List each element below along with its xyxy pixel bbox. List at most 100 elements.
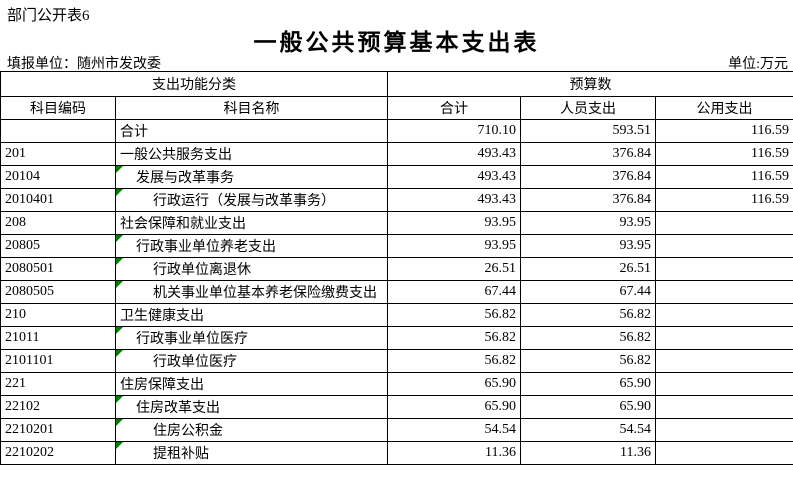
cell-subject-name: 行政事业单位养老支出 <box>115 234 388 258</box>
cell-personnel-expenditure: 26.51 <box>520 257 656 281</box>
page-title: 一般公共预算基本支出表 <box>253 30 540 55</box>
cell-total: 67.44 <box>387 280 521 304</box>
table-row: 2210201 住房公积金 54.54 54.54 <box>0 418 793 442</box>
cell-public-expenditure <box>654 349 793 373</box>
cell-subject-code: 201 <box>0 142 116 166</box>
group-header-function: 支出功能分类 <box>0 71 388 97</box>
table-row: 221 住房保障支出 65.90 65.90 <box>0 372 793 396</box>
cell-public-expenditure: 116.59 <box>654 165 793 189</box>
column-header-total: 合计 <box>387 96 521 120</box>
table-row: 21011 行政事业单位医疗 56.82 56.82 <box>0 326 793 350</box>
column-header-row: 科目编码 科目名称 合计 人员支出 公用支出 <box>0 96 793 120</box>
subject-name-text: 发展与改革事务 <box>136 171 234 186</box>
table-row: 合计 710.10 593.51 116.59 <box>0 119 793 143</box>
subject-name-text: 住房改革支出 <box>136 401 220 416</box>
subject-name-text: 一般公共服务支出 <box>120 148 232 163</box>
cell-public-expenditure <box>654 326 793 350</box>
cell-public-expenditure <box>654 257 793 281</box>
cell-total: 56.82 <box>387 349 521 373</box>
cell-subject-code: 2101101 <box>0 349 116 373</box>
cell-total: 93.95 <box>387 234 521 258</box>
cell-public-expenditure <box>654 211 793 235</box>
cell-subject-code: 2080501 <box>0 257 116 281</box>
cell-public-expenditure: 116.59 <box>654 188 793 212</box>
cell-public-expenditure <box>654 395 793 419</box>
cell-corner-marker-icon <box>116 258 123 265</box>
cell-subject-name: 合计 <box>115 119 388 143</box>
cell-corner-marker-icon <box>116 396 123 403</box>
cell-personnel-expenditure: 56.82 <box>520 326 656 350</box>
table-row: 2101101 行政单位医疗 56.82 56.82 <box>0 349 793 373</box>
cell-public-expenditure <box>654 441 793 465</box>
reporting-unit-label: 填报单位：随州市发改委 <box>7 57 161 72</box>
cell-personnel-expenditure: 65.90 <box>520 395 656 419</box>
cell-total: 710.10 <box>387 119 521 143</box>
cell-subject-code: 20805 <box>0 234 116 258</box>
cell-total: 54.54 <box>387 418 521 442</box>
cell-subject-name: 行政单位医疗 <box>115 349 388 373</box>
cell-personnel-expenditure: 376.84 <box>520 188 656 212</box>
cell-total: 56.82 <box>387 303 521 327</box>
table-row: 2210202 提租补贴 11.36 11.36 <box>0 441 793 465</box>
cell-total: 493.43 <box>387 142 521 166</box>
cell-personnel-expenditure: 65.90 <box>520 372 656 396</box>
cell-subject-name: 一般公共服务支出 <box>115 142 388 166</box>
table-row: 208 社会保障和就业支出 93.95 93.95 <box>0 211 793 235</box>
cell-public-expenditure <box>654 234 793 258</box>
cell-total: 93.95 <box>387 211 521 235</box>
cell-corner-marker-icon <box>116 442 123 449</box>
table-meta-row: 填报单位：随州市发改委 单位:万元 <box>7 53 788 73</box>
cell-subject-name: 机关事业单位基本养老保险缴费支出 <box>115 280 388 304</box>
cell-personnel-expenditure: 56.82 <box>520 303 656 327</box>
cell-subject-name: 卫生健康支出 <box>115 303 388 327</box>
document-label: 部门公开表6 <box>7 8 90 24</box>
cell-total: 26.51 <box>387 257 521 281</box>
cell-total: 65.90 <box>387 372 521 396</box>
table-row: 20104 发展与改革事务 493.43 376.84 116.59 <box>0 165 793 189</box>
cell-corner-marker-icon <box>116 166 123 173</box>
subject-name-text: 行政单位医疗 <box>153 355 237 370</box>
cell-subject-name: 住房公积金 <box>115 418 388 442</box>
cell-public-expenditure <box>654 418 793 442</box>
subject-name-text: 住房公积金 <box>153 424 223 439</box>
cell-subject-code: 22102 <box>0 395 116 419</box>
cell-public-expenditure: 116.59 <box>654 119 793 143</box>
column-header-public: 公用支出 <box>654 96 793 120</box>
cell-personnel-expenditure: 593.51 <box>520 119 656 143</box>
cell-public-expenditure <box>654 280 793 304</box>
cell-public-expenditure <box>654 372 793 396</box>
cell-public-expenditure: 116.59 <box>654 142 793 166</box>
subject-name-text: 住房保障支出 <box>120 378 204 393</box>
column-header-name: 科目名称 <box>115 96 388 120</box>
subject-name-text: 行政运行（发展与改革事务） <box>153 194 335 209</box>
table-row: 22102 住房改革支出 65.90 65.90 <box>0 395 793 419</box>
cell-public-expenditure <box>654 303 793 327</box>
cell-total: 493.43 <box>387 188 521 212</box>
cell-subject-name: 行政单位离退休 <box>115 257 388 281</box>
cell-subject-code: 20104 <box>0 165 116 189</box>
cell-subject-code: 221 <box>0 372 116 396</box>
cell-personnel-expenditure: 11.36 <box>520 441 656 465</box>
group-header-row: 支出功能分类 预算数 <box>0 71 793 97</box>
subject-name-text: 行政事业单位养老支出 <box>136 240 276 255</box>
cell-subject-code <box>0 119 116 143</box>
cell-corner-marker-icon <box>116 281 123 288</box>
cell-subject-name: 发展与改革事务 <box>115 165 388 189</box>
group-header-budget: 预算数 <box>386 71 793 97</box>
cell-corner-marker-icon <box>116 189 123 196</box>
subject-name-text: 合计 <box>120 125 148 140</box>
cell-personnel-expenditure: 67.44 <box>520 280 656 304</box>
cell-subject-name: 住房保障支出 <box>115 372 388 396</box>
budget-table: 支出功能分类 预算数 科目编码 科目名称 合计 人员支出 公用支出 合计 710.… <box>0 71 793 465</box>
cell-subject-code: 21011 <box>0 326 116 350</box>
cell-subject-name: 社会保障和就业支出 <box>115 211 388 235</box>
cell-subject-name: 行政事业单位医疗 <box>115 326 388 350</box>
cell-total: 56.82 <box>387 326 521 350</box>
subject-name-text: 社会保障和就业支出 <box>120 217 246 232</box>
cell-total: 65.90 <box>387 395 521 419</box>
table-row: 210 卫生健康支出 56.82 56.82 <box>0 303 793 327</box>
cell-corner-marker-icon <box>116 327 123 334</box>
subject-name-text: 机关事业单位基本养老保险缴费支出 <box>153 286 377 301</box>
cell-corner-marker-icon <box>116 419 123 426</box>
